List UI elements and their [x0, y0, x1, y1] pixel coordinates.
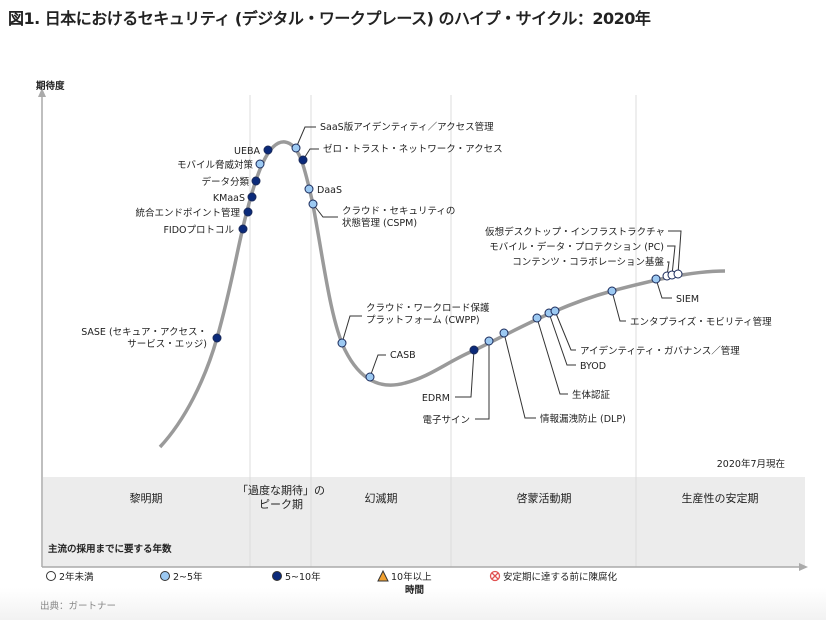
leader-line [611, 290, 626, 322]
technology-marker [263, 145, 273, 155]
source-note: 出典：ガートナー [40, 600, 116, 612]
technology-label: アイデンティティ・ガバナンス／管理 [580, 345, 740, 357]
technology-label: 統合エンドポイント管理 [135, 207, 240, 219]
technology-label: CASB [390, 350, 416, 361]
legend-label: 2年未満 [59, 571, 94, 583]
leader-line [536, 317, 568, 395]
legend-circle-icon [46, 571, 56, 581]
technology-marker [247, 192, 257, 202]
technology-label: クラウド・セキュリティの状態管理 (CSPM) [342, 206, 455, 229]
phase-label: 生産性の安定期 [682, 491, 759, 505]
legend-triangle-icon [377, 569, 389, 582]
technology-marker [607, 286, 617, 296]
technology-label: モバイル脅威対策 [177, 159, 254, 171]
technology-marker [365, 372, 375, 382]
legend-label: 10年以上 [391, 571, 432, 583]
page-title: 図1. 日本におけるセキュリティ (デジタル・ワークプレース) のハイプ・サイク… [8, 9, 651, 28]
phase-label: 「過度な期待」のピーク期 [237, 483, 325, 511]
leader-line [666, 261, 670, 277]
legend-label: 5~10年 [285, 571, 321, 583]
technology-label: モバイル・データ・プロテクション (PC) [489, 241, 664, 253]
legend-label: 2~5年 [173, 571, 203, 583]
technology-label: 情報漏洩防止 (DLP) [540, 413, 626, 425]
as-of-date: 2020年7月現在 [717, 458, 785, 470]
leader-line [548, 312, 576, 366]
technology-marker [238, 224, 248, 234]
leader-line [554, 310, 576, 351]
technology-label: KMaaS [213, 193, 245, 204]
technology-label: 仮想デスクトップ・インフラストラクチャ [485, 226, 665, 238]
technology-marker [484, 336, 494, 346]
leader-line [312, 203, 338, 218]
y-axis-label: 期待度 [36, 80, 65, 92]
leader-line [341, 315, 362, 344]
x-axis-label: 時間 [405, 584, 424, 596]
technology-label: 電子サイン [422, 415, 470, 426]
leader-line [369, 354, 386, 378]
technology-marker [255, 159, 265, 169]
technology-label: コンテンツ・コラボレーション基盤 [512, 256, 664, 268]
technology-marker [308, 199, 318, 209]
phase-band [43, 477, 805, 567]
technology-label: DaaS [317, 185, 342, 196]
technology-label: UEBA [234, 146, 260, 157]
legend-title: 主流の採用までに要する年数 [48, 543, 172, 555]
leader-line [667, 245, 676, 276]
technology-marker [251, 176, 261, 186]
technology-label: SASE (セキュア・アクセス・サービス・エッジ) [81, 327, 207, 350]
technology-label: ゼロ・トラスト・ネットワーク・アクセス [323, 143, 503, 155]
technology-label: SIEM [676, 294, 699, 305]
phase-label: 幻滅期 [365, 492, 398, 505]
technology-marker [550, 306, 560, 316]
technology-marker [291, 143, 301, 153]
footer-background [0, 588, 826, 620]
legend-label: 安定期に達する前に陳腐化 [503, 571, 618, 583]
technology-marker [499, 328, 509, 338]
leader-line [655, 278, 672, 299]
leader-line [295, 126, 316, 149]
leader-line [668, 230, 682, 275]
technology-label: BYOD [580, 361, 606, 372]
technology-label: FIDOプロトコル [163, 225, 234, 236]
technology-marker [337, 338, 347, 348]
technology-marker [673, 269, 683, 279]
technology-label: EDRM [422, 393, 450, 404]
leader-line [503, 332, 536, 419]
technology-label: エンタプライズ・モビリティ管理 [630, 316, 772, 328]
x-axis-arrow [799, 563, 808, 571]
phase-label: 黎明期 [130, 491, 163, 505]
technology-label: SaaS版アイデンティティ／アクセス管理 [320, 121, 494, 133]
technology-marker [651, 274, 661, 284]
leader-line [455, 349, 475, 398]
technology-label: クラウド・ワークロード保護プラットフォーム (CWPP) [366, 302, 490, 326]
technology-marker [243, 207, 253, 217]
y-axis-arrow [38, 88, 46, 97]
legend-circle-icon [160, 571, 170, 581]
phase-label: 啓蒙活動期 [517, 491, 572, 505]
leader-line [475, 341, 490, 420]
technology-label: 生体認証 [572, 389, 611, 401]
legend-circle-icon [272, 571, 282, 581]
technology-marker [532, 313, 542, 323]
technology-label: データ分類 [201, 176, 249, 188]
technology-marker [304, 184, 314, 194]
technology-marker [212, 333, 222, 343]
technology-marker [469, 345, 479, 355]
legend-cross-icon [491, 572, 499, 580]
technology-marker [298, 155, 308, 165]
